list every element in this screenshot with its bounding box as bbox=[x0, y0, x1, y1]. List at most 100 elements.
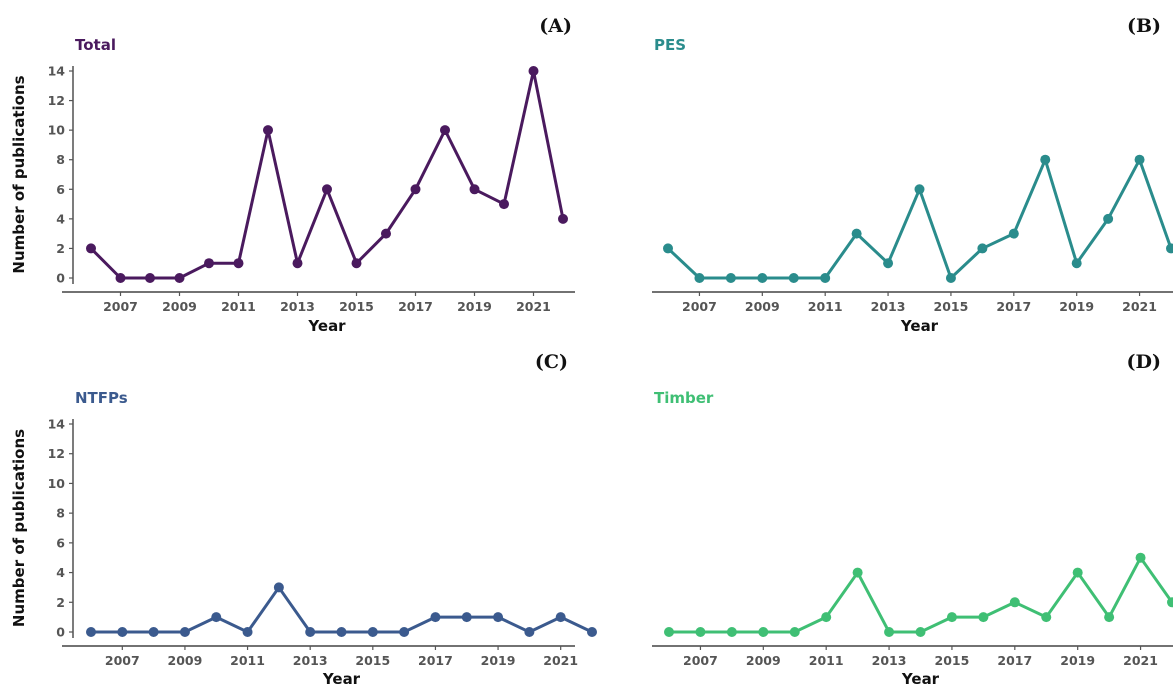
data-point bbox=[695, 627, 706, 637]
data-point bbox=[945, 273, 956, 283]
data-point bbox=[978, 612, 989, 623]
data-point bbox=[820, 273, 831, 283]
series-line bbox=[667, 556, 1173, 634]
data-point bbox=[789, 627, 800, 637]
data-point bbox=[883, 258, 894, 269]
x-tick-label: 2007 bbox=[682, 299, 717, 314]
chart-panel-1: (A) Total 2007 2009 2011 2013 2015 2017 2019 2021… bbox=[10, 15, 575, 335]
data-point bbox=[1135, 552, 1146, 563]
panel-label: (D) bbox=[1127, 351, 1161, 373]
data-point bbox=[788, 273, 799, 283]
data-point bbox=[1009, 597, 1020, 608]
data-point bbox=[524, 627, 535, 637]
x-axis-title: Year bbox=[900, 317, 939, 335]
data-point bbox=[242, 627, 253, 637]
x-tick-label: 2019 bbox=[1060, 653, 1095, 668]
data-point bbox=[179, 627, 190, 637]
data-point bbox=[726, 627, 737, 637]
data-point bbox=[587, 627, 597, 637]
x-tick-label: 2017 bbox=[418, 653, 453, 668]
data-point bbox=[263, 125, 273, 136]
data-point bbox=[336, 627, 347, 637]
data-point bbox=[852, 567, 863, 578]
data-point bbox=[1071, 258, 1082, 269]
data-point bbox=[1008, 228, 1019, 239]
x-tick-label: 2007 bbox=[103, 299, 138, 314]
panel-label: (B) bbox=[1127, 15, 1161, 37]
data-point bbox=[430, 612, 441, 623]
y-tick-label: 8 bbox=[56, 152, 65, 167]
x-tick-label: 2011 bbox=[808, 299, 843, 314]
x-tick-label: 2017 bbox=[997, 653, 1032, 668]
data-point bbox=[1104, 612, 1115, 623]
x-tick-label: 2021 bbox=[543, 653, 578, 668]
panel-label: (C) bbox=[535, 351, 568, 373]
y-tick-label: 12 bbox=[48, 93, 65, 108]
series-title: Timber bbox=[654, 389, 714, 407]
data-point bbox=[410, 184, 421, 195]
x-tick-label: 2021 bbox=[1122, 299, 1157, 314]
x-axis-title: Year bbox=[322, 670, 361, 687]
data-point bbox=[233, 258, 244, 269]
data-point bbox=[117, 627, 128, 637]
data-point bbox=[86, 243, 96, 254]
y-tick-label: 14 bbox=[48, 417, 66, 432]
x-tick-label: 2007 bbox=[105, 653, 140, 668]
data-point bbox=[469, 184, 480, 195]
data-point bbox=[1166, 243, 1173, 254]
chart-panel-4: (D) Timber 2007 2009 2011 2013 2015 2017 2019 202… bbox=[652, 351, 1173, 687]
data-point bbox=[148, 627, 159, 637]
y-tick-label: 6 bbox=[56, 535, 65, 550]
data-point bbox=[758, 627, 769, 637]
data-point bbox=[915, 627, 926, 637]
data-point bbox=[322, 184, 332, 195]
x-tick-label: 2015 bbox=[355, 653, 390, 668]
data-point bbox=[1167, 597, 1173, 608]
y-tick-label: 12 bbox=[48, 446, 65, 461]
data-point bbox=[821, 612, 832, 623]
x-tick-label: 2019 bbox=[1059, 299, 1094, 314]
data-point bbox=[273, 582, 284, 593]
x-tick-label: 2015 bbox=[935, 653, 970, 668]
data-point bbox=[946, 612, 957, 623]
series-line bbox=[666, 158, 1173, 280]
y-tick-label: 2 bbox=[56, 241, 65, 256]
data-point bbox=[914, 184, 925, 195]
x-tick-label: 2011 bbox=[809, 653, 844, 668]
x-tick-label: 2021 bbox=[1123, 653, 1158, 668]
x-tick-label: 2013 bbox=[872, 653, 907, 668]
series-line bbox=[89, 69, 565, 280]
data-point bbox=[86, 627, 96, 637]
x-tick-label: 2009 bbox=[162, 299, 197, 314]
x-tick-label: 2011 bbox=[230, 653, 265, 668]
data-point bbox=[204, 258, 214, 269]
data-point bbox=[399, 627, 410, 637]
data-point bbox=[305, 627, 316, 637]
y-tick-label: 14 bbox=[48, 64, 66, 79]
chart-panel-3: (C) NTFPs 2007 2009 2011 2013 2015 2017 2019 2021… bbox=[10, 351, 597, 687]
data-point bbox=[528, 66, 539, 76]
data-point bbox=[211, 612, 222, 623]
x-tick-label: 2013 bbox=[293, 653, 328, 668]
y-tick-label: 2 bbox=[56, 595, 65, 610]
x-tick-label: 2019 bbox=[481, 653, 516, 668]
data-point bbox=[1103, 213, 1114, 224]
data-point bbox=[440, 125, 450, 136]
data-point bbox=[367, 627, 378, 637]
data-point bbox=[664, 627, 674, 637]
y-tick-label: 8 bbox=[56, 506, 65, 521]
x-tick-label: 2021 bbox=[516, 299, 551, 314]
series-line bbox=[89, 585, 594, 634]
x-tick-label: 2009 bbox=[746, 653, 781, 668]
data-point bbox=[1040, 154, 1051, 165]
data-point bbox=[1134, 154, 1145, 165]
data-point bbox=[292, 258, 303, 269]
x-axis-title: Year bbox=[901, 670, 940, 687]
x-tick-label: 2017 bbox=[996, 299, 1031, 314]
x-tick-label: 2017 bbox=[398, 299, 433, 314]
data-point bbox=[694, 273, 705, 283]
data-point bbox=[174, 273, 185, 283]
data-point bbox=[558, 213, 568, 224]
x-axis-title: Year bbox=[307, 317, 346, 335]
x-tick-label: 2007 bbox=[683, 653, 718, 668]
